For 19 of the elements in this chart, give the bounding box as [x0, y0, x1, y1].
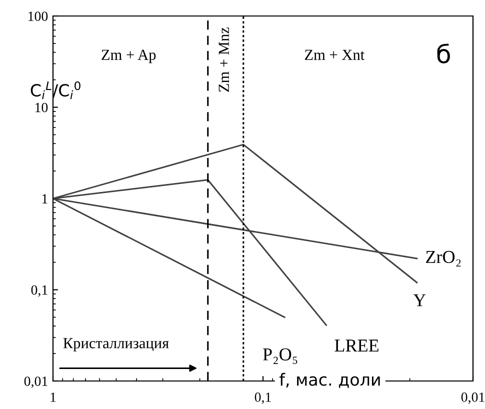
annotation: Zm + Xnt: [304, 50, 365, 60]
annotation: Zm + Mnz: [218, 27, 229, 92]
x-tick-label: 1: [50, 392, 56, 402]
x-axis-title: f, мас. доли: [279, 372, 380, 388]
y-tick-label: 100: [28, 12, 48, 21]
annotation: Кристаллизация: [63, 338, 169, 352]
x-tick-label: 0,01: [461, 392, 484, 404]
y-tick-label: 0,1: [31, 285, 48, 297]
annotation: б: [437, 44, 450, 64]
y-tick-label: 0,01: [24, 376, 48, 388]
y-axis-title: C$_{i}$$^{L}$/C$_{i}$$^{0}$: [30, 81, 80, 100]
series-label: P₂O₅: [263, 348, 298, 364]
series-label: ZrO₂: [426, 250, 461, 267]
series-label: LREE: [334, 340, 378, 352]
annotation: Zm + Ap: [102, 50, 156, 64]
series-label: Y: [413, 294, 426, 306]
y-tick-label: 10: [35, 102, 48, 112]
x-tick-label: 0,1: [254, 392, 271, 404]
y-tick-label: 1: [42, 194, 48, 204]
